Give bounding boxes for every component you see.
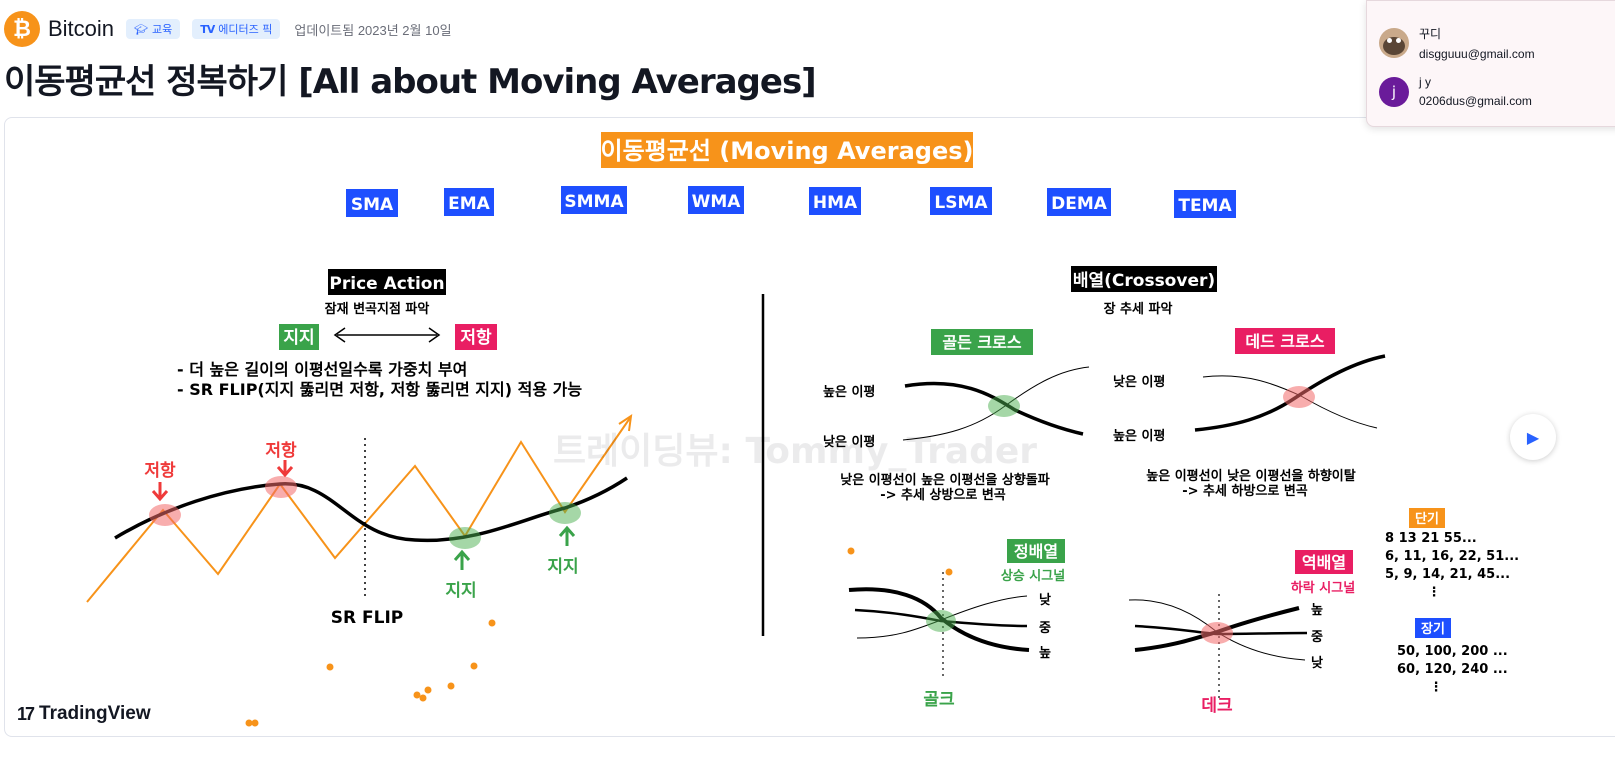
ma-type-label: WMA [692,192,742,212]
golden-cross-box: 골든 크로스 [942,333,1021,352]
dead-cross-box: 데드 크로스 [1245,332,1324,351]
short-row: 5, 9, 14, 21, 45... [1385,567,1510,582]
tradingview-logo-icon: 17 [17,703,35,724]
tag-editors-pick[interactable]: TV 에디터즈 픽 [192,19,281,39]
tag-education-label: 교육 [152,23,173,36]
symbol-header: ₿ Bitcoin 🎓︎ 교육 TV 에디터즈 픽 업데이트됨 2023년 2월 1… [4,10,452,48]
avatar [1379,28,1409,58]
bitcoin-logo[interactable]: ₿ [4,11,40,47]
reverse-high: 높 [1311,603,1323,618]
ma-types: SMA EMA SMMA WMA HMA LSMA DEMA TEMA [346,186,1236,218]
play-icon[interactable]: ▶ [1510,414,1556,460]
price-line [86,417,631,603]
account-name: j y [1419,75,1431,89]
ma-type-label: DEMA [1051,194,1108,214]
ma-type-label: SMA [351,195,394,215]
sr-flip-label: SR FLIP [331,608,403,628]
golden-low-ma: 낮은 이평 [823,434,875,450]
idea-illustration: 이동평균선 (Moving Averages) SMA EMA SMMA WMA… [86,132,1519,727]
account-item[interactable]: 꾸디 disgguuu@gmail.com [1379,25,1535,61]
resistance-label: 저항 [265,440,297,461]
page-title: 이동평균선 정복하기 [All about Moving Averages] [4,62,817,102]
tag-editors-pick-label: 에디터즈 픽 [218,23,273,36]
aligned-mid: 중 [1039,621,1051,636]
dead-desc-2: -> 추세 하방으로 변곡 [1182,483,1308,499]
golden-desc-1: 낮은 이평선이 높은 이평선을 상향돌파 [840,472,1050,488]
reverse-mid: 중 [1311,630,1323,645]
aligned-box: 정배열 [1014,542,1058,561]
aligned-signal: 상승 시그널 [1001,568,1065,584]
ma-type-label: EMA [448,194,491,214]
short-row: 8 13 21 55... [1385,531,1477,546]
ma-type-label: SMMA [564,192,624,212]
tradingview-icon: TV [200,22,215,36]
reverse-signal: 하락 시그널 [1291,580,1355,596]
reverse-box: 역배열 [1302,553,1346,572]
golk-label: 골크 [923,690,955,710]
price-action-title: Price Action [329,274,444,294]
idea-chart-frame[interactable]: 이동평균선 (Moving Averages) SMA EMA SMMA WMA… [4,117,1615,737]
resistance-label: 저항 [144,460,176,481]
note-2: - SR FLIP(지지 뚫리면 저항, 저항 뚫리면 지지) 적용 가능 [177,380,582,399]
coin-name-link[interactable]: Bitcoin [48,16,115,41]
ma-type-label: LSMA [934,193,988,213]
support-label: 지지 [445,581,476,601]
tradingview-brand-label: TradingView [39,703,151,724]
short-term-box: 단기 [1415,511,1439,527]
account-item[interactable]: j j y 0206dus@gmail.com [1379,75,1532,108]
ma-type-label: HMA [813,193,858,213]
account-chooser-popup: 꾸디 disgguuu@gmail.com j j y 0206dus@gmai… [1366,0,1615,127]
price-action-subtitle: 잠재 변곡지점 파악 [325,301,430,317]
watermark: 트레이딩뷰: Tommy_Trader [553,431,1037,472]
tradingview-watermark[interactable]: 17 TradingView [17,703,151,725]
long-ellipsis: ⋮ [1430,680,1443,695]
account-name: 꾸디 [1419,27,1442,41]
crossover-title: 배열(Crossover) [1073,271,1215,291]
graduation-cap-icon: 🎓︎ [134,22,149,36]
aligned-low: 낮 [1039,592,1051,608]
short-row: 6, 11, 16, 22, 51... [1385,549,1519,564]
crossover-subtitle: 장 추세 파악 [1104,301,1173,317]
dead-low-ma: 낮은 이평 [1113,374,1165,390]
ma-type-label: TEMA [1178,196,1232,216]
reverse-low: 낮 [1311,655,1323,671]
account-email: disgguuu@gmail.com [1419,47,1535,61]
support-label: 지지 [547,557,578,577]
updated-date: 업데이트됨 2023년 2월 10일 [294,22,452,38]
resistance-box: 저항 [460,327,492,348]
dek-label: 데크 [1201,696,1233,716]
long-row: 50, 100, 200 ... [1397,644,1508,659]
aligned-high: 높 [1039,646,1051,661]
short-ellipsis: ⋮ [1428,585,1441,600]
heading-bg [601,132,973,168]
golden-high-ma: 높은 이평 [823,384,875,400]
scatter-dots [245,547,953,727]
note-1: - 더 높은 길이의 이평선일수록 가중치 부여 [177,360,467,379]
support-box: 지지 [283,328,314,348]
golden-desc-2: -> 추세 상방으로 변곡 [880,487,1006,503]
long-term-box: 장기 [1421,621,1445,637]
avatar: j [1379,76,1409,107]
long-row: 60, 120, 240 ... [1397,662,1508,677]
dead-high-ma: 높은 이평 [1113,428,1165,444]
account-email: 0206dus@gmail.com [1419,94,1532,108]
tag-education[interactable]: 🎓︎ 교육 [126,19,181,39]
heading-text: 이동평균선 (Moving Averages) [601,137,974,165]
dead-desc-1: 높은 이평선이 낮은 이평선을 하향이탈 [1146,468,1356,484]
